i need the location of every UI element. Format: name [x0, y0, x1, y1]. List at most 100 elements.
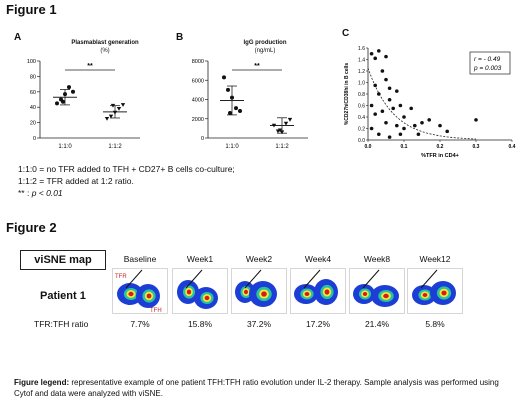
data-point: [373, 112, 377, 116]
data-point: [474, 118, 478, 122]
y-tick-label: 1.6: [358, 46, 365, 52]
data-point: [402, 126, 406, 131]
cluster-red: [186, 289, 192, 295]
pnote-value: p < 0.01: [31, 188, 63, 198]
data-point: [63, 92, 67, 97]
data-point: [116, 106, 122, 111]
data-point: [395, 123, 399, 128]
data-point: [277, 128, 283, 133]
ratio-row-label: TFR:TFH ratio: [34, 319, 89, 329]
legend-bold: Figure legend:: [14, 378, 70, 387]
panel-a-title: Plasmablast generation: [71, 40, 139, 46]
y-tick-label: 2000: [192, 117, 204, 123]
cluster-red: [383, 293, 389, 299]
cluster-red: [304, 292, 310, 296]
data-point: [234, 106, 238, 111]
y-tick-label: 1.0: [358, 80, 365, 86]
y-tick-label: 0.8: [358, 92, 365, 98]
data-point: [228, 110, 232, 115]
data-point: [416, 132, 421, 137]
significance-label: **: [87, 63, 93, 70]
data-point: [226, 87, 230, 92]
y-tick-label: 0.4: [358, 115, 365, 121]
x-tick-label: 1:1:0: [58, 144, 72, 150]
y-axis-label: %CD27hiCD38hi in B cells: [344, 63, 350, 125]
patient-label: Patient 1: [40, 290, 86, 302]
stat-r: r = - 0.49: [474, 56, 501, 63]
significance-label: **: [254, 63, 260, 70]
cluster-red: [146, 293, 152, 299]
timepoint-label: Baseline: [123, 254, 157, 264]
x-tick-label: 1:1:2: [275, 144, 289, 150]
data-point: [395, 89, 399, 93]
visne-map: [407, 268, 463, 314]
data-point: [120, 103, 126, 107]
data-point: [71, 89, 75, 94]
timepoint-label: Week2: [245, 254, 273, 264]
timepoint-label: Week1: [186, 254, 214, 264]
cluster-red: [441, 290, 447, 296]
visne-map: [349, 268, 405, 314]
y-tick-label: 0.2: [358, 126, 365, 132]
data-point: [108, 114, 114, 119]
note-line-2: 1:1:2 = TFR added at 1:2 ratio.: [18, 176, 134, 186]
data-point: [61, 99, 65, 104]
data-point: [222, 75, 226, 80]
data-point: [380, 69, 385, 73]
cluster-red: [422, 293, 428, 297]
data-point: [377, 132, 381, 137]
figure-legend: Figure legend: representative example of…: [14, 377, 514, 399]
fit-curve: [367, 67, 477, 140]
cluster-red: [324, 289, 330, 295]
tfh-tag: TFH: [150, 308, 162, 314]
y-tick-label: 0: [33, 136, 36, 142]
data-point: [391, 106, 395, 111]
data-point: [283, 121, 289, 126]
y-tick-label: 100: [27, 59, 36, 65]
cluster-red: [362, 292, 368, 296]
y-tick-label: 1.2: [358, 69, 365, 75]
y-tick-label: 4000: [192, 98, 204, 104]
visne-map: [290, 268, 346, 314]
x-tick-label: 0.0: [365, 144, 372, 150]
tfr-tag: TFR: [115, 274, 127, 280]
data-point: [369, 51, 374, 56]
y-tick-label: 6000: [192, 78, 204, 84]
gate-line: [303, 269, 321, 289]
note-line-1: 1:1:0 = no TFR added to TFH + CD27+ B ce…: [18, 164, 235, 174]
cluster-red: [204, 295, 210, 301]
figure1-title: Figure 1: [6, 2, 57, 17]
data-point: [398, 132, 403, 137]
x-tick-label: 0.4: [509, 144, 516, 150]
cluster-red: [261, 291, 267, 297]
pnote-prefix: ** :: [18, 188, 32, 198]
panel-a-letter: A: [14, 32, 22, 43]
ratio-value: 37.2%: [246, 319, 272, 329]
data-point: [377, 49, 381, 53]
data-point: [55, 101, 59, 106]
x-tick-label: 0.1: [401, 144, 408, 150]
x-tick-label: 0.3: [473, 144, 480, 150]
data-point: [287, 117, 293, 122]
timepoint-label: Week8: [363, 254, 391, 264]
panel-b-chart: 0 2000 4000 6000 8000 1:1:0 1:1:2 **: [192, 59, 308, 150]
data-point: [387, 135, 392, 139]
visne-map-box: viSNE map: [20, 250, 106, 270]
panel-b-letter: B: [176, 32, 184, 43]
timepoint-label: Week12: [419, 254, 451, 264]
data-point: [67, 85, 71, 90]
ratio-value: 7.7%: [130, 319, 150, 329]
data-point: [387, 86, 392, 91]
gate-line: [244, 269, 262, 289]
data-point: [230, 95, 234, 100]
y-tick-label: 0.6: [358, 103, 365, 109]
y-tick-label: 0: [201, 136, 204, 142]
gate-line: [125, 269, 143, 289]
data-point: [402, 115, 406, 119]
gate-line: [185, 269, 203, 289]
data-point: [380, 109, 385, 114]
panel-b-subtitle: (ng/mL): [254, 48, 276, 54]
note-line-3: ** : p < 0.01: [18, 187, 398, 199]
data-point: [369, 103, 374, 108]
y-tick-label: 1.4: [358, 57, 365, 63]
